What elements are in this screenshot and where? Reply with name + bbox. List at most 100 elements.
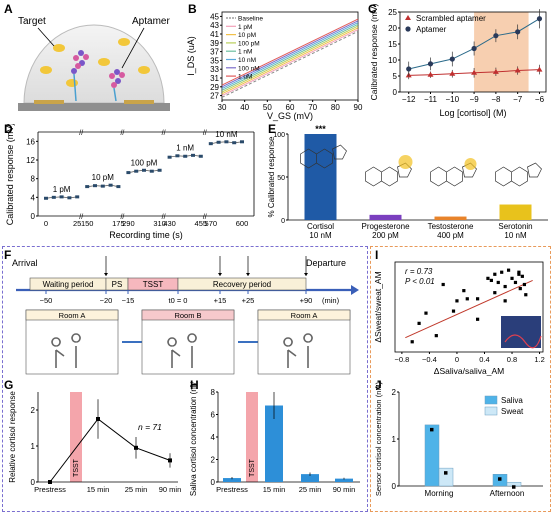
panel-d: 1 pM 0 25 10 pM 150 175////100 pM 290 310////1 … — [4, 123, 264, 244]
y-tick-label: 41 — [210, 30, 219, 39]
bar-saliva — [424, 424, 440, 487]
room-label: Room A — [59, 311, 86, 320]
data-point — [471, 69, 478, 75]
y-tick-label: 2 — [211, 456, 216, 465]
data-point — [524, 293, 528, 297]
x-tick-label: 80 — [331, 103, 340, 112]
legend-marker — [405, 26, 411, 32]
panel-label-a: A — [4, 2, 13, 16]
room-box — [141, 309, 235, 375]
n-annotation: n = 71 — [138, 422, 162, 432]
panel-label-i: I — [375, 248, 379, 262]
y-tick-label: 25 — [388, 8, 397, 17]
panel-label-g: G — [4, 378, 14, 392]
sample-arrow-icon — [218, 273, 222, 276]
legend-swatch — [484, 406, 498, 416]
data-point — [175, 154, 180, 158]
x-tick-label: 310 — [153, 219, 166, 228]
data-point — [510, 276, 514, 280]
axis-break: // — [120, 214, 124, 221]
legend-entry: 10 pM — [238, 32, 256, 39]
group-label: 1 pM — [53, 185, 71, 194]
molecule-structure-icon — [300, 144, 347, 169]
axis-break: // — [79, 214, 83, 221]
y-tick-label: 10 — [388, 56, 397, 65]
data-point — [424, 311, 428, 315]
legend-entry: Aptamer — [416, 25, 447, 34]
x-tick-label: −8 — [491, 95, 501, 104]
timeline-tick-label: t0 = 0 — [169, 296, 188, 305]
legend-entry: 1 uM — [238, 74, 252, 81]
series-line — [49, 418, 171, 483]
x-tick-label: 430 — [163, 219, 176, 228]
data-point — [108, 183, 113, 187]
y-tick-label: 6 — [211, 411, 216, 420]
axis-break: // — [120, 130, 124, 137]
data-point — [441, 282, 445, 287]
category-label: Serotonin — [498, 222, 532, 231]
x-tick-label: 290 — [122, 219, 135, 228]
y-tick-label: 1 — [31, 442, 36, 451]
y-axis-label: Calibrated response (mV) — [369, 4, 379, 100]
x-tick-label: 0 — [455, 355, 459, 364]
category-label: Progesterone — [361, 222, 410, 231]
ps-label: PS — [112, 280, 123, 289]
data-point — [198, 154, 203, 158]
series-line-4 — [221, 23, 359, 91]
data-point — [522, 282, 527, 287]
data-point — [167, 155, 172, 159]
chart-h: TSST Prestress 15 min 25 min 90 min 0 2 4 6 8 Sali… — [189, 378, 360, 496]
data-point — [444, 471, 448, 475]
data-point — [503, 284, 507, 289]
x-tick-label: 60 — [286, 103, 295, 112]
data-point — [514, 67, 521, 73]
data-point — [515, 29, 521, 35]
data-point — [496, 280, 500, 285]
panel-label-j: J — [375, 378, 382, 392]
x-tick-label: 0.4 — [479, 355, 489, 364]
panel-label-c: C — [368, 2, 377, 16]
data-point — [157, 168, 162, 172]
legend-entry: 1 pM — [238, 24, 252, 31]
x-tick-label: −7 — [513, 95, 523, 104]
panel-label-b: B — [188, 2, 197, 16]
fit-line — [405, 279, 533, 339]
data-point — [48, 480, 52, 484]
data-point — [518, 286, 522, 291]
data-point — [149, 169, 154, 173]
y-tick-label: 1 — [392, 435, 397, 444]
timeline-tick-label: +90 — [300, 296, 313, 305]
x-tick-label: −0.8 — [394, 355, 409, 364]
y-tick-label: 16 — [26, 137, 35, 146]
data-point — [486, 276, 490, 280]
timeline-unit: (min) — [322, 296, 340, 305]
concentration-label: 10 nM — [309, 231, 332, 240]
aptamer-left-icon — [71, 50, 89, 102]
y-tick-label: 2 — [31, 406, 36, 415]
data-point — [430, 427, 434, 432]
group-label: 10 pM — [92, 173, 115, 182]
data-point — [126, 171, 131, 175]
axis-break: // — [203, 214, 207, 221]
sample-arrow-icon — [304, 273, 308, 276]
panel-label-e: E — [268, 122, 277, 136]
chart-c: −12 −11 −10 −9 −8 −7 −6 0 5 10 15 20 25 Log [cortisol… — [369, 3, 547, 118]
highlight-group-icon — [398, 155, 413, 169]
person-figure-icon — [283, 333, 313, 368]
series-line-7 — [221, 18, 359, 86]
shaded-region — [474, 12, 529, 92]
x-tick-label: 15 min — [263, 485, 286, 494]
timeline-tick-label: −20 — [100, 296, 113, 305]
data-point — [498, 477, 502, 481]
room-box — [25, 309, 119, 375]
data-point — [520, 274, 524, 278]
data-point — [449, 70, 456, 76]
data-point — [417, 321, 421, 325]
panel-label-f: F — [4, 248, 12, 262]
data-point — [536, 66, 543, 72]
y-axis-label: Saliva cortisol concentration (nM) — [189, 382, 198, 496]
data-point — [134, 169, 139, 173]
y-tick-label: 35 — [210, 56, 219, 65]
timeline-arrow-icon — [351, 285, 359, 295]
room-box — [257, 309, 351, 375]
